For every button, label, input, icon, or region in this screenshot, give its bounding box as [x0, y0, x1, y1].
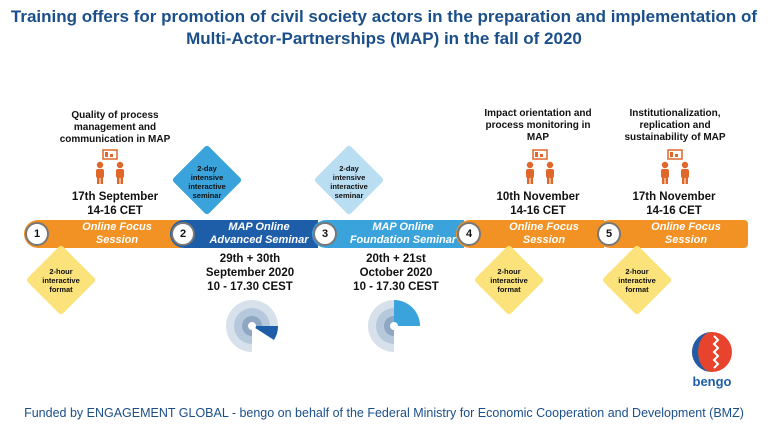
segment-5-label: Online Focus Session	[651, 221, 721, 246]
seminar-2-badge-text: 2-day intensive interactive seminar	[188, 164, 226, 200]
bengo-logo-text: bengo	[692, 374, 732, 389]
presenter-icon	[96, 149, 124, 184]
spiral-graphic	[226, 300, 279, 352]
step-number-1: 1	[25, 222, 49, 246]
session-1-topic: Quality of process management and commun…	[59, 110, 171, 145]
seminar-2-date: 29th + 30th September 2020 10 - 17.30 CE…	[205, 253, 295, 293]
session-5-badge-text: 2-hour interactive format	[618, 267, 656, 294]
step-number-5: 5	[597, 222, 621, 246]
segment-3-label: MAP Online Foundation Seminar	[349, 221, 457, 246]
segment-4-label: Online Focus Session	[509, 221, 579, 246]
funding-footer: Funded by ENGAGEMENT GLOBAL - bengo on b…	[24, 406, 744, 420]
title-line-1: Training offers for promotion of civil s…	[10, 7, 758, 26]
title-line-2: Multi-Actor-Partnerships (MAP) in the fa…	[186, 29, 582, 48]
presenter-icon	[661, 149, 689, 184]
seminar-3-date: 20th + 21st October 2020 10 - 17.30 CEST	[353, 253, 439, 293]
session-4-topic: Impact orientation and process monitorin…	[484, 108, 592, 143]
step-number-4: 4	[457, 222, 481, 246]
session-1-badge-text: 2-hour interactive format	[42, 267, 80, 294]
session-4-badge-text: 2-hour interactive format	[490, 267, 528, 294]
page-title: Training offers for promotion of civil s…	[0, 6, 768, 50]
session-4-date: 10th November 14-16 CET	[496, 191, 580, 217]
bengo-logo-icon	[692, 332, 732, 372]
segment-1-label: Online Focus Session	[82, 221, 152, 246]
spiral-graphic	[368, 300, 420, 352]
timeline-segment-5: Online Focus Session	[596, 220, 748, 248]
presenter-icon	[526, 149, 554, 184]
step-number-2: 2	[171, 222, 195, 246]
segment-2-label: MAP Online Advanced Seminar	[209, 221, 309, 246]
session-1-date: 17th September 14-16 CET	[71, 191, 159, 217]
timeline-segment-3: MAP Online Foundation Seminar	[312, 220, 464, 248]
seminar-3-badge-text: 2-day intensive interactive seminar	[330, 164, 368, 200]
timeline-segment-2: MAP Online Advanced Seminar	[170, 220, 318, 248]
step-number-3: 3	[313, 222, 337, 246]
session-5-date: 17th November 14-16 CET	[632, 191, 716, 217]
timeline-segment-1: Online Focus Session	[24, 220, 182, 248]
session-5-topic: Institutionalization, replication and su…	[624, 108, 726, 143]
